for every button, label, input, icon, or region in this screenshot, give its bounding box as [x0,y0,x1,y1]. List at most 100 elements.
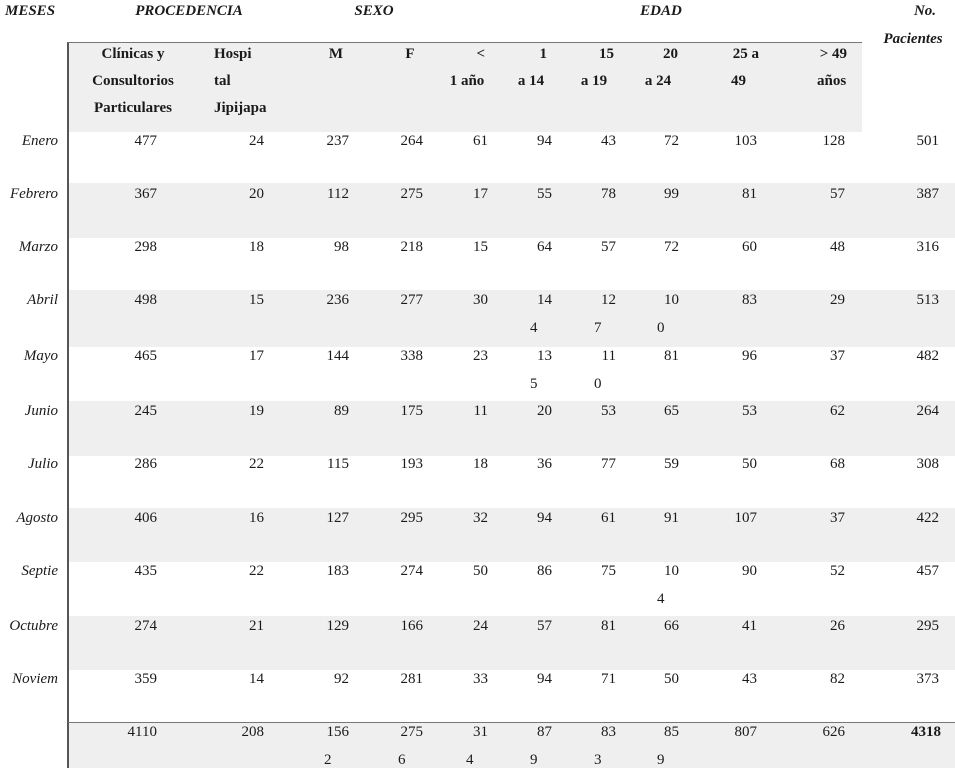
cell-age-25-49: 96 [742,348,757,364]
cell-age-15-19-wrap: 7 [594,320,602,336]
cell-age-gt49: 29 [830,292,845,308]
cell-age-gt49: 57 [830,186,845,202]
row-month-label: Febrero [9,186,58,202]
total-m-wrap: 2 [324,752,332,768]
cell-age-25-49: 53 [742,403,757,419]
cell-age-20-24: 66 [664,618,679,634]
cell-clinicas: 245 [134,403,158,419]
total-age-15-19: 83 [601,724,616,740]
cell-age-15-19: 12 [601,292,616,308]
cell-age-15-19: 61 [601,510,616,526]
cell-age-20-24: 10 [664,292,679,308]
cell-age-1-14: 57 [537,618,552,634]
total-age-20-24-wrap: 9 [657,752,665,768]
cell-hospital: 18 [249,239,264,255]
cell-clinicas: 359 [134,671,158,687]
cell-age-lt1: 61 [473,133,488,149]
cell-clinicas: 298 [134,239,158,255]
cell-m: 112 [327,186,349,202]
cell-age-gt49: 68 [830,456,845,472]
cell-age-1-14: 20 [537,403,552,419]
cell-pacientes: 264 [916,403,940,419]
cell-clinicas: 286 [134,456,158,472]
cell-m: 92 [334,671,349,687]
cell-clinicas: 477 [134,133,158,149]
cell-hospital: 22 [249,456,264,472]
cell-pacientes: 316 [916,239,940,255]
cell-f: 275 [400,186,424,202]
header-sexo: SEXO [354,3,394,19]
row-band-agosto [68,508,955,562]
subheader-hospital: Jipijapa [214,100,267,116]
cell-age-1-14: 14 [537,292,552,308]
cell-hospital: 20 [249,186,264,202]
row-month-label: Agosto [16,510,58,526]
cell-age-20-24-wrap: 0 [657,320,665,336]
row-month-label: Abril [27,292,58,308]
cell-hospital: 19 [249,403,264,419]
cell-pacientes: 501 [916,133,940,149]
cell-f: 166 [400,618,424,634]
cell-age-20-24: 65 [664,403,679,419]
cell-age-25-49: 107 [734,510,758,526]
cell-age-lt1: 18 [473,456,488,472]
header-pacientes-line2: Pacientes [883,31,943,47]
subheader-m: M [328,46,344,62]
cell-f: 274 [400,563,424,579]
cell-f: 264 [400,133,424,149]
cell-m: 236 [326,292,350,308]
subheader-age-1-14: a 14 [517,73,545,89]
cell-m: 144 [326,348,350,364]
subheader-age-25-49: 25 a [732,46,759,62]
cell-age-lt1: 32 [473,510,488,526]
cell-m: 98 [334,239,349,255]
cell-age-gt49: 52 [830,563,845,579]
cell-age-gt49: 37 [830,348,845,364]
subheader-age-lt1: < [476,46,485,62]
cell-clinicas: 367 [134,186,158,202]
cell-f: 218 [400,239,424,255]
cell-age-lt1: 24 [473,618,488,634]
cell-hospital: 17 [249,348,264,364]
cell-hospital: 24 [249,133,264,149]
cell-age-lt1: 30 [473,292,488,308]
cell-age-1-14: 55 [537,186,552,202]
cell-f: 281 [400,671,424,687]
cell-age-lt1: 50 [473,563,488,579]
subheader-age-15-19: a 19 [580,73,608,89]
header-pacientes-line1: No. [913,3,937,19]
cell-age-1-14: 94 [537,671,552,687]
cell-age-lt1: 17 [473,186,488,202]
cell-age-1-14: 94 [537,133,552,149]
cell-f: 193 [400,456,424,472]
cell-age-25-49: 60 [742,239,757,255]
cell-age-15-19: 57 [601,239,616,255]
cell-age-20-24-wrap: 4 [657,591,665,607]
cell-f: 277 [400,292,424,308]
subheader-age-20-24: a 24 [644,73,672,89]
cell-m: 89 [334,403,349,419]
cell-age-20-24: 50 [664,671,679,687]
total-age-gt49: 626 [822,724,846,740]
cell-age-25-49: 83 [742,292,757,308]
cell-age-lt1: 33 [473,671,488,687]
cell-m: 127 [326,510,350,526]
cell-age-gt49: 62 [830,403,845,419]
total-age-15-19-wrap: 3 [594,752,602,768]
cell-age-gt49: 48 [830,239,845,255]
cell-age-gt49: 26 [830,618,845,634]
cell-age-15-19: 75 [601,563,616,579]
cell-age-15-19: 71 [601,671,616,687]
cell-age-25-49: 90 [742,563,757,579]
cell-age-20-24: 72 [664,239,679,255]
cell-clinicas: 435 [134,563,158,579]
cell-hospital: 16 [249,510,264,526]
total-age-20-24: 85 [664,724,679,740]
cell-age-15-19: 11 [601,348,616,364]
cell-age-20-24: 81 [664,348,679,364]
row-band-total [68,722,955,768]
cell-age-1-14-wrap: 5 [530,376,538,392]
total-age-lt1: 31 [473,724,488,740]
cell-age-15-19: 81 [601,618,616,634]
subheader-hospital: Hospi [214,46,252,62]
